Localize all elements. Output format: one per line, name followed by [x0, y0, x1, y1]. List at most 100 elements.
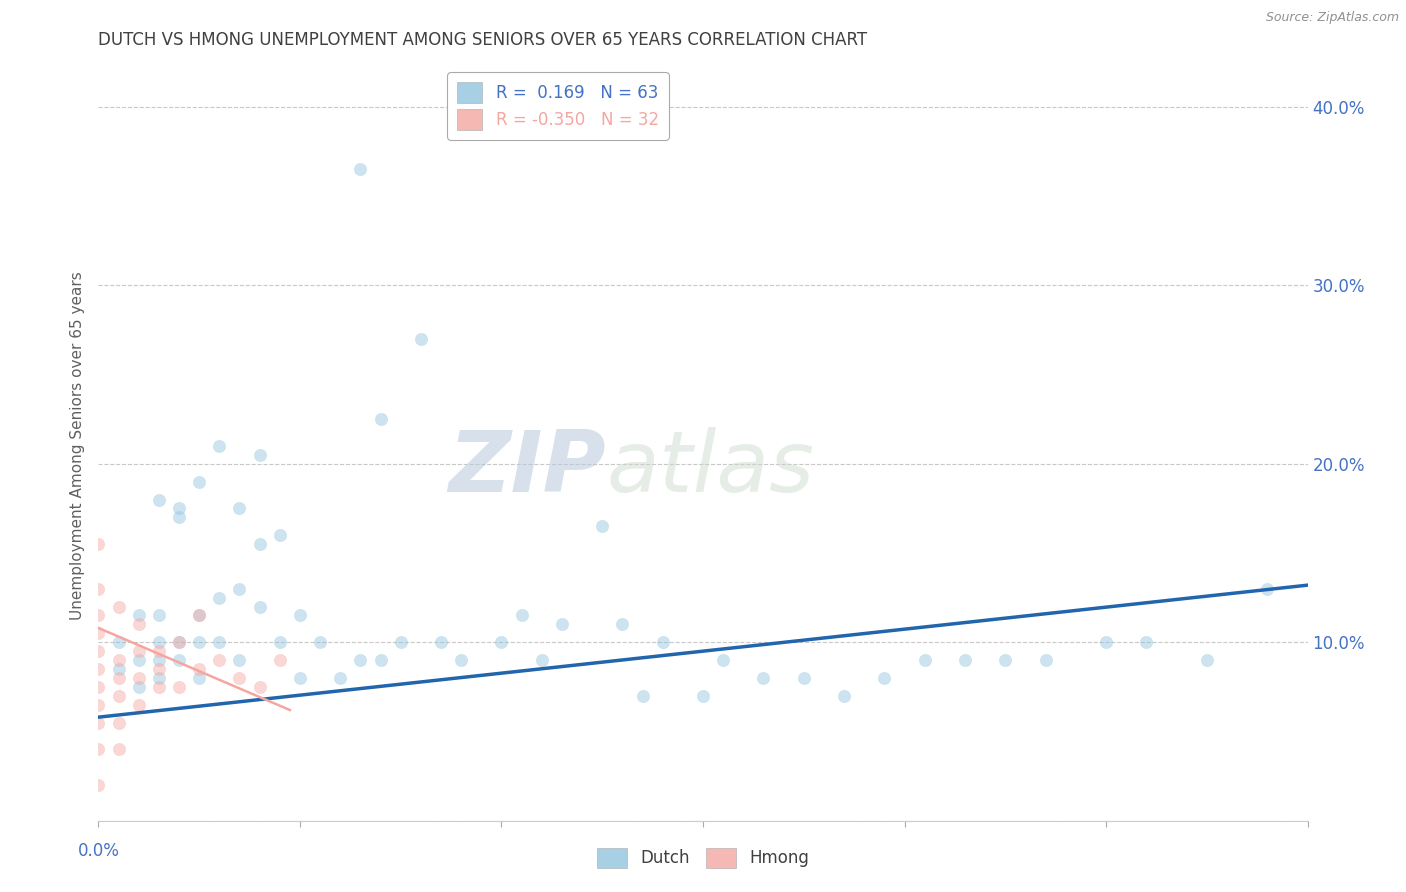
Point: [269, 635, 291, 649]
Point: [167, 635, 190, 649]
Point: [591, 519, 613, 533]
Text: 0.0%: 0.0%: [77, 842, 120, 860]
Point: [832, 689, 855, 703]
Point: [370, 412, 392, 426]
Point: [107, 689, 129, 703]
Point: [107, 635, 129, 649]
Point: [188, 635, 211, 649]
Y-axis label: Unemployment Among Seniors over 65 years: Unemployment Among Seniors over 65 years: [69, 272, 84, 620]
Point: [148, 671, 170, 685]
Legend: Dutch, Hmong: Dutch, Hmong: [591, 841, 815, 875]
Point: [148, 653, 170, 667]
Text: Source: ZipAtlas.com: Source: ZipAtlas.com: [1265, 11, 1399, 24]
Point: [167, 680, 190, 694]
Point: [711, 653, 734, 667]
Point: [188, 608, 211, 623]
Point: [87, 698, 110, 712]
Point: [309, 635, 332, 649]
Point: [128, 608, 150, 623]
Point: [148, 492, 170, 507]
Point: [87, 778, 110, 792]
Point: [167, 635, 190, 649]
Point: [128, 644, 150, 658]
Point: [188, 475, 211, 489]
Point: [128, 671, 150, 685]
Point: [1256, 582, 1278, 596]
Point: [148, 608, 170, 623]
Point: [87, 742, 110, 756]
Point: [107, 599, 129, 614]
Text: DUTCH VS HMONG UNEMPLOYMENT AMONG SENIORS OVER 65 YEARS CORRELATION CHART: DUTCH VS HMONG UNEMPLOYMENT AMONG SENIOR…: [98, 31, 868, 49]
Point: [389, 635, 412, 649]
Point: [1195, 653, 1218, 667]
Point: [370, 653, 392, 667]
Point: [208, 653, 231, 667]
Point: [87, 644, 110, 658]
Point: [107, 662, 129, 676]
Point: [249, 537, 271, 551]
Point: [269, 653, 291, 667]
Point: [128, 617, 150, 632]
Point: [228, 671, 250, 685]
Point: [491, 635, 513, 649]
Point: [148, 662, 170, 676]
Text: ZIP: ZIP: [449, 427, 606, 510]
Point: [551, 617, 574, 632]
Point: [188, 608, 211, 623]
Point: [208, 591, 231, 605]
Point: [107, 671, 129, 685]
Point: [249, 680, 271, 694]
Point: [1135, 635, 1157, 649]
Point: [148, 635, 170, 649]
Point: [228, 582, 250, 596]
Point: [107, 742, 129, 756]
Point: [953, 653, 976, 667]
Point: [349, 162, 371, 177]
Point: [349, 653, 371, 667]
Point: [288, 671, 311, 685]
Point: [873, 671, 896, 685]
Point: [228, 653, 250, 667]
Point: [87, 715, 110, 730]
Point: [612, 617, 634, 632]
Legend: R =  0.169   N = 63, R = -0.350   N = 32: R = 0.169 N = 63, R = -0.350 N = 32: [447, 72, 669, 139]
Point: [87, 608, 110, 623]
Point: [167, 501, 190, 516]
Point: [188, 662, 211, 676]
Point: [188, 671, 211, 685]
Point: [148, 644, 170, 658]
Point: [510, 608, 533, 623]
Point: [128, 698, 150, 712]
Point: [107, 715, 129, 730]
Point: [87, 680, 110, 694]
Point: [994, 653, 1017, 667]
Text: atlas: atlas: [606, 427, 814, 510]
Point: [793, 671, 815, 685]
Point: [692, 689, 714, 703]
Point: [631, 689, 654, 703]
Point: [148, 680, 170, 694]
Point: [450, 653, 472, 667]
Point: [1095, 635, 1118, 649]
Point: [329, 671, 352, 685]
Point: [249, 448, 271, 462]
Point: [87, 537, 110, 551]
Point: [1035, 653, 1057, 667]
Point: [430, 635, 453, 649]
Point: [269, 528, 291, 542]
Point: [208, 439, 231, 453]
Point: [87, 582, 110, 596]
Point: [167, 653, 190, 667]
Point: [651, 635, 673, 649]
Point: [914, 653, 936, 667]
Point: [87, 626, 110, 640]
Point: [208, 635, 231, 649]
Point: [249, 599, 271, 614]
Point: [409, 332, 432, 346]
Point: [752, 671, 775, 685]
Point: [128, 653, 150, 667]
Point: [288, 608, 311, 623]
Point: [128, 680, 150, 694]
Point: [228, 501, 250, 516]
Point: [87, 662, 110, 676]
